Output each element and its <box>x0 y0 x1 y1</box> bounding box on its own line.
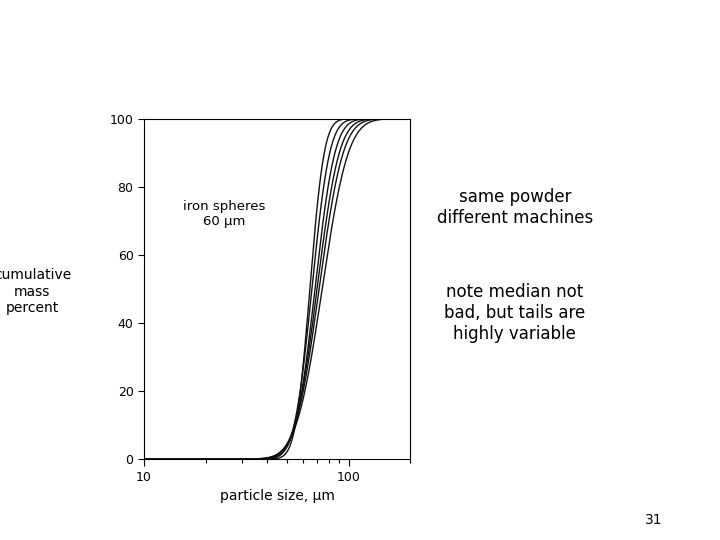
X-axis label: particle size, μm: particle size, μm <box>220 489 335 503</box>
Text: 31: 31 <box>645 512 662 526</box>
Text: note median not
bad, but tails are
highly variable: note median not bad, but tails are highl… <box>444 284 585 343</box>
Text: Error Analysis: Error Analysis <box>29 36 248 64</box>
Text: cumulative
mass
percent: cumulative mass percent <box>0 268 71 315</box>
Text: iron spheres
60 μm: iron spheres 60 μm <box>183 200 265 228</box>
Text: same powder
different machines: same powder different machines <box>436 188 593 227</box>
